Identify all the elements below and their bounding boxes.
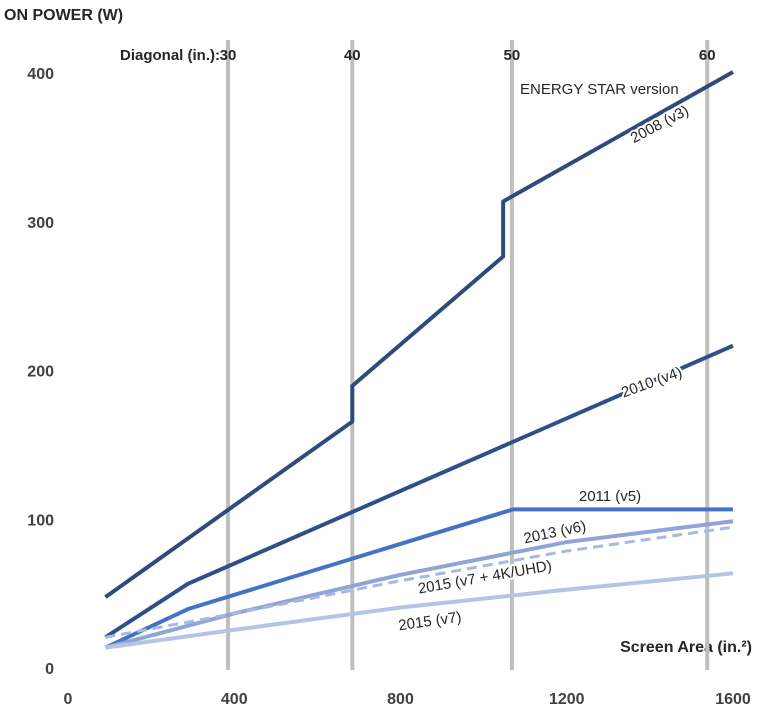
y-axis-title: ON POWER (W) (4, 7, 123, 24)
series-label: 2010 (v4) (619, 364, 684, 402)
series-line (104, 70, 734, 599)
series-line (105, 525, 734, 639)
y-tick-label: 0 (45, 661, 54, 678)
diagonal-title: Diagonal (in.): (120, 47, 220, 64)
series-line (104, 343, 734, 639)
x-tick-label: 400 (221, 691, 248, 708)
series-line (105, 571, 734, 650)
x-tick-label: 800 (387, 691, 414, 708)
y-tick-label: 100 (27, 512, 54, 529)
series-label: 2011 (v5) (579, 488, 641, 505)
annotation: ENERGY STAR version (520, 81, 679, 98)
y-tick-label: 400 (27, 66, 54, 83)
y-tick-label: 200 (27, 364, 54, 381)
x-tick-label: 1600 (715, 691, 751, 708)
x-axis-title: Screen Area (in.²) (620, 639, 752, 656)
diagonal-label: 30 (220, 47, 237, 64)
series-line (104, 519, 734, 650)
x-tick-label: 1200 (549, 691, 585, 708)
x-tick-label: 0 (64, 691, 73, 708)
series-line (104, 507, 733, 650)
series-label: 2015 (v7) (397, 609, 462, 635)
y-tick-label: 300 (27, 215, 54, 232)
diagonal-label: 50 (504, 47, 521, 64)
diagonal-label: 60 (699, 47, 716, 64)
diagonal-label: 40 (344, 47, 361, 64)
